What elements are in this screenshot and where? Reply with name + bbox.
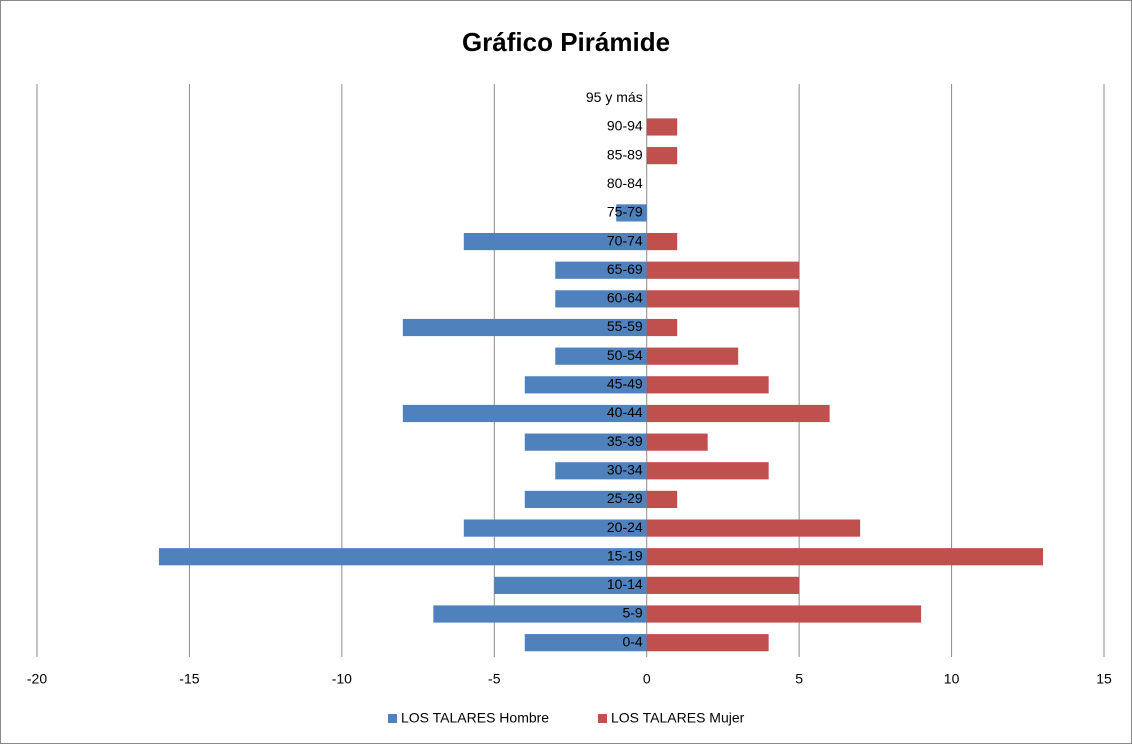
y-tick-label: 20-24: [607, 519, 643, 535]
bar: [646, 462, 769, 480]
bar: [433, 605, 647, 623]
y-tick-label: 50-54: [607, 347, 643, 363]
bar: [524, 433, 647, 451]
y-tick-label: 40-44: [607, 404, 643, 420]
y-tick-label: 55-59: [607, 318, 643, 334]
x-tick-label: 10: [944, 671, 960, 687]
bar: [646, 318, 678, 337]
bar: [646, 404, 830, 423]
x-tick-label: -10: [332, 671, 352, 687]
x-tick-label: 15: [1096, 671, 1112, 687]
y-tick-label: 75-79: [607, 204, 643, 220]
bar: [646, 433, 708, 451]
bar: [555, 462, 647, 480]
bar: [524, 634, 647, 652]
x-tick-label: -15: [179, 671, 199, 687]
y-tick-label: 30-34: [607, 461, 643, 477]
y-tick-label: 15-19: [607, 547, 643, 563]
bar: [646, 376, 769, 394]
bar: [555, 261, 647, 279]
bar: [646, 576, 800, 594]
bar: [646, 147, 678, 165]
bar: [494, 576, 647, 594]
y-tick-label: 90-94: [607, 118, 643, 134]
legend-label: LOS TALARES Mujer: [611, 710, 745, 726]
x-tick-label: 5: [795, 671, 803, 687]
bar: [646, 232, 678, 251]
y-tick-label: 0-4: [622, 633, 642, 649]
bar: [402, 404, 647, 423]
y-tick-label: 10-14: [607, 576, 643, 592]
y-tick-label: 60-64: [607, 290, 643, 306]
bar: [463, 232, 647, 251]
bar: [524, 376, 647, 394]
x-tick-label: 0: [643, 671, 651, 687]
bar: [646, 519, 861, 537]
y-tick-label: 5-9: [622, 605, 642, 621]
bar: [646, 605, 922, 623]
bar: [555, 290, 647, 308]
bar: [646, 290, 800, 308]
y-tick-label: 80-84: [607, 175, 643, 191]
x-tick-label: -20: [27, 671, 47, 687]
legend-label: LOS TALARES Hombre: [401, 710, 549, 726]
y-tick-label: 35-39: [607, 433, 643, 449]
legend-swatch: [388, 714, 397, 723]
bar: [646, 548, 1044, 566]
bar: [616, 204, 647, 222]
x-tick-label: -5: [488, 671, 501, 687]
chart-title: Gráfico Pirámide: [462, 27, 670, 57]
y-tick-label: 45-49: [607, 376, 643, 392]
bar: [402, 318, 647, 337]
y-tick-label: 65-69: [607, 261, 643, 277]
bar: [646, 634, 769, 652]
y-tick-label: 95 y más: [586, 89, 643, 105]
bar: [646, 490, 678, 509]
bar: [524, 490, 647, 509]
y-tick-label: 70-74: [607, 232, 643, 248]
bar: [646, 118, 678, 136]
legend-swatch: [598, 714, 607, 723]
bar: [158, 548, 647, 566]
bar: [646, 347, 739, 365]
y-tick-label: 85-89: [607, 146, 643, 162]
bar: [555, 347, 647, 365]
y-tick-label: 25-29: [607, 490, 643, 506]
bar: [646, 261, 800, 279]
bar: [463, 519, 647, 537]
